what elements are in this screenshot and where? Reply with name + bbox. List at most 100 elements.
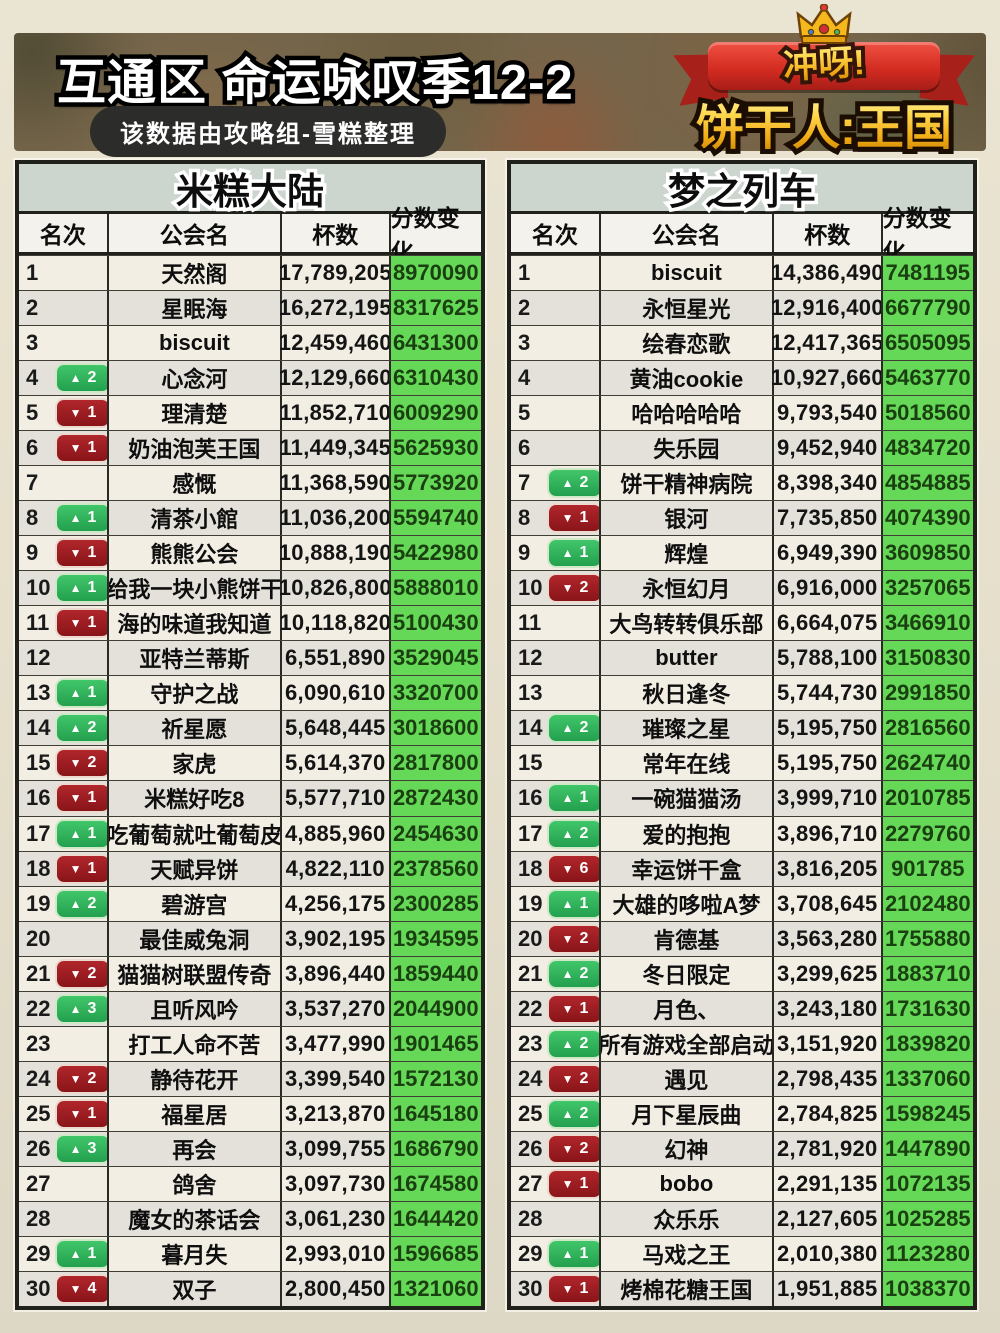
rank-change-arrow-icon: ▲: [69, 1246, 82, 1261]
rank-change-value: 2: [87, 964, 97, 982]
rank-number: 29: [26, 1240, 51, 1266]
cups-value: 2,798,435: [772, 1061, 881, 1096]
rank-number: 12: [518, 645, 543, 671]
rank-cell: 22 ▲ 3: [19, 991, 109, 1026]
guild-name: 烤棉花糖王国: [598, 1271, 773, 1306]
rank-change-badge: ▲ 3: [57, 1135, 109, 1162]
table-body: 1 biscuit 14,386,490 7481195 2 永恒星光 12,9…: [511, 255, 973, 1306]
score-change-value: 2300285: [388, 886, 481, 921]
guild-name: 幸运饼干盒: [598, 851, 773, 886]
table-title: 梦之列车 梦之列车: [665, 167, 820, 215]
score-change-value: 1038370: [880, 1271, 973, 1306]
rank-cell: 18 ▼ 6: [511, 851, 601, 886]
rank-change-value: 2: [87, 369, 97, 387]
guild-name: 大鸟转转俱乐部: [598, 606, 773, 641]
cups-value: 5,614,370: [280, 746, 389, 781]
score-change-value: 1337060: [880, 1061, 973, 1096]
game-logo: 冲呀!冲呀! 饼干人:王国饼干人:王国: [664, 4, 984, 160]
rank-change-badge: ▼ 1: [57, 785, 109, 812]
rank-number: 5: [26, 400, 39, 426]
score-change-value: 5100430: [388, 606, 481, 641]
score-change-value: 1025285: [880, 1201, 973, 1236]
rank-cell: 15 ▼ 2: [19, 746, 109, 781]
cups-value: 3,896,440: [280, 956, 389, 991]
rank-change-value: 1: [579, 1279, 589, 1297]
guild-name: 银河: [598, 501, 773, 536]
guild-name: 双子: [106, 1271, 281, 1306]
rank-change-value: 1: [579, 894, 589, 912]
rank-change-arrow-icon: ▲: [561, 1036, 574, 1051]
column-header-rank: 名次: [531, 222, 578, 248]
table-row: 14 ▲ 2 祈星愿 5,648,445 3018600: [19, 710, 481, 746]
rank-change-arrow-icon: ▲: [69, 686, 82, 701]
rank-cell: 5: [511, 396, 599, 431]
rank-cell: 23: [19, 1026, 107, 1061]
rank-number: 21: [518, 960, 543, 986]
rank-number: 2: [26, 295, 39, 321]
rank-change-badge: ▲ 2: [549, 470, 601, 497]
cups-value: 14,386,490: [771, 256, 884, 291]
rank-change-badge: ▲ 2: [57, 715, 109, 742]
score-change-value: 1447890: [880, 1131, 973, 1166]
table-row: 17 ▲ 2 爱的抱抱 3,896,710 2279760: [511, 815, 973, 851]
rank-change-value: 2: [579, 1069, 589, 1087]
table-row: 24 ▼ 2 遇见 2,798,435 1337060: [511, 1060, 973, 1096]
cups-value: 12,459,460: [279, 326, 392, 361]
table-row: 25 ▲ 2 月下星辰曲 2,784,825 1598245: [511, 1095, 973, 1131]
rank-cell: 29 ▲ 1: [511, 1236, 601, 1271]
cups-value: 5,195,750: [772, 711, 881, 746]
table-row: 7 感慨 11,368,590 5773920: [19, 465, 481, 501]
cups-value: 2,010,380: [772, 1236, 881, 1271]
rank-number: 26: [26, 1135, 51, 1161]
cups-value: 6,090,610: [280, 676, 389, 711]
rank-number: 19: [26, 890, 51, 916]
rank-change-arrow-icon: ▼: [561, 581, 574, 596]
table-row: 4 黄油cookie 10,927,660 5463770: [511, 360, 973, 396]
cups-value: 6,551,890: [280, 641, 389, 676]
rank-cell: 18 ▼ 1: [19, 851, 109, 886]
rank-change-value: 1: [579, 509, 589, 527]
score-change-value: 3150830: [880, 641, 973, 676]
column-header-rank: 名次: [39, 222, 86, 248]
rank-change-value: 2: [87, 719, 97, 737]
guild-name: 感慨: [106, 466, 281, 501]
rank-change-arrow-icon: ▼: [561, 931, 574, 946]
rank-number: 25: [26, 1100, 51, 1126]
rank-change-value: 1: [87, 614, 97, 632]
rank-number: 13: [26, 680, 51, 706]
rank-change-badge: ▼ 1: [549, 1170, 601, 1197]
guild-name: 天赋异饼: [106, 851, 281, 886]
table-row: 8 ▲ 1 清茶小館 11,036,200 5594740: [19, 500, 481, 536]
guild-name: 常年在线: [598, 746, 773, 781]
cups-value: 3,896,710: [772, 816, 881, 851]
rank-cell: 4 ▲ 2: [19, 361, 109, 396]
table-title-bar: 梦之列车 梦之列车: [511, 164, 973, 215]
score-change-value: 3320700: [388, 676, 481, 711]
rank-change-arrow-icon: ▲: [561, 896, 574, 911]
score-change-value: 1072135: [880, 1166, 973, 1201]
rank-change-value: 1: [87, 859, 97, 877]
rank-number: 26: [518, 1135, 543, 1161]
guild-name: 星眠海: [106, 291, 281, 326]
score-change-value: 5625930: [388, 431, 481, 466]
rank-number: 15: [518, 750, 543, 776]
rank-number: 22: [26, 995, 51, 1021]
rank-number: 7: [26, 470, 39, 496]
rank-change-value: 2: [579, 579, 589, 597]
table-row: 9 ▼ 1 熊熊公会 10,888,190 5422980: [19, 535, 481, 571]
credit-badge-text: 该数据由攻略组-雪糕整理: [120, 121, 416, 148]
score-change-value: 3018600: [388, 711, 481, 746]
rank-number: 30: [26, 1275, 51, 1301]
table-row: 1 天然阁 17,789,205 8970090: [19, 255, 481, 291]
rank-cell: 25 ▲ 2: [511, 1096, 601, 1131]
guild-name: butter: [598, 641, 773, 676]
rank-change-value: 2: [579, 1034, 589, 1052]
cups-value: 12,417,365: [771, 326, 884, 361]
rank-number: 10: [518, 575, 543, 601]
table-row: 10 ▼ 2 永恒幻月 6,916,000 3257065: [511, 570, 973, 606]
cups-value: 3,708,645: [772, 886, 881, 921]
cups-value: 5,744,730: [772, 676, 881, 711]
column-header-score-change: 分数变化: [388, 205, 481, 265]
rank-cell: 11 ▼ 1: [19, 606, 109, 641]
rank-change-arrow-icon: ▼: [561, 1141, 574, 1156]
